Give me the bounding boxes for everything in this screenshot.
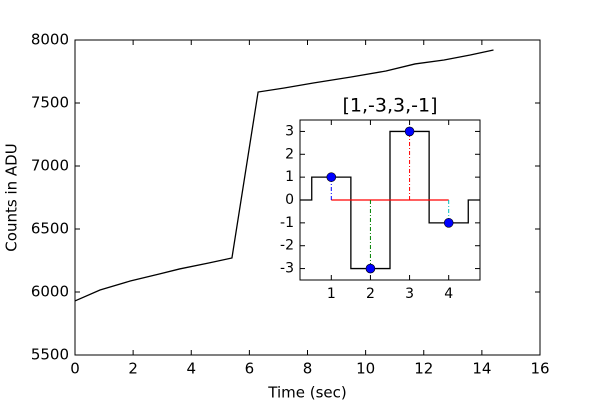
chart-title: [1,-3,3,-1]	[342, 95, 437, 117]
y-tick-label: -2	[280, 238, 294, 254]
line	[74, 49, 494, 302]
x-tick-label: 6	[245, 360, 255, 378]
x-axis-label: Time (sec)	[267, 384, 346, 401]
y-axis-label: Counts in ADU	[3, 143, 21, 251]
x-tick-label: 4	[186, 360, 196, 378]
y-tick-label: 2	[285, 146, 294, 162]
x-tick-label: 0	[70, 360, 80, 378]
y-tick-label: 7000	[31, 157, 69, 175]
y-tick-label: -3	[280, 261, 294, 277]
y-tick-label: -1	[280, 215, 294, 231]
stem-marker	[365, 263, 376, 274]
x-tick-label: 14	[472, 360, 491, 378]
stem-marker	[404, 126, 415, 137]
y-tick-label: 1	[285, 169, 294, 185]
y-tick-label: 0	[285, 192, 294, 208]
x-tick-label: 8	[303, 360, 313, 378]
x-tick-label: 3	[405, 286, 414, 302]
x-tick-label: 4	[444, 286, 453, 302]
y-tick-label: 7500	[31, 94, 69, 112]
stem-marker	[443, 218, 454, 228]
x-tick-label: 1	[327, 286, 336, 302]
y-tick-label: 8000	[31, 31, 69, 49]
x-tick-label: 2	[128, 360, 138, 378]
x-tick-label: 12	[414, 360, 433, 378]
y-tick-label: 5500	[31, 346, 69, 364]
stem-marker	[326, 172, 337, 182]
y-tick-label: 6500	[31, 220, 69, 238]
x-tick-label: 10	[356, 360, 375, 378]
y-tick-label: 6000	[31, 283, 69, 301]
x-tick-label: 16	[530, 360, 549, 378]
y-tick-label: 3	[285, 123, 294, 139]
x-tick-label: 2	[366, 286, 375, 302]
